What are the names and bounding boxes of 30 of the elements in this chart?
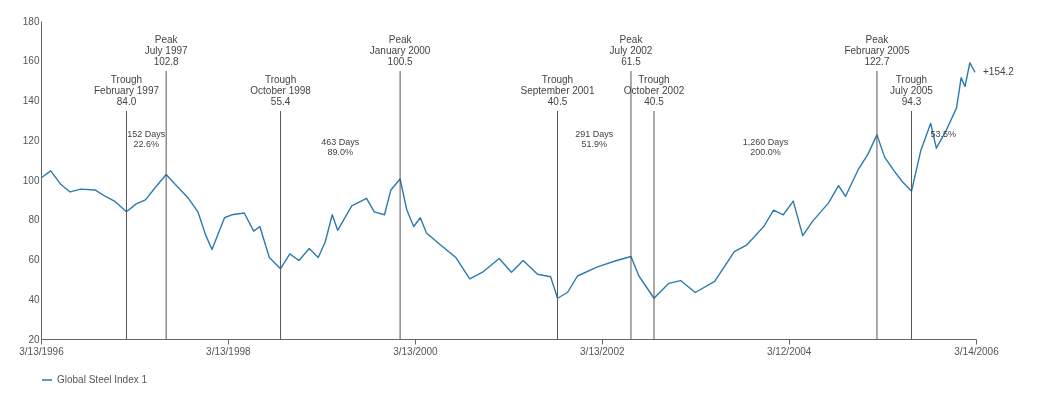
y-tick-label: 60	[28, 254, 40, 265]
y-tick-label: 140	[22, 95, 40, 106]
annotation: +154.2	[982, 66, 1015, 78]
annotation: 152 Days 22.6%	[127, 129, 166, 149]
ref-line-label: Peak July 2002 61.5	[609, 34, 653, 67]
x-tick-label: 3/14/2006	[954, 345, 1000, 357]
x-tick-label: 3/13/2000	[393, 345, 439, 357]
y-tick-label: 80	[28, 214, 40, 226]
annotation: 463 Days 89.0%	[321, 137, 360, 157]
legend-label: Global Steel Index 1	[57, 374, 148, 385]
x-tick-label: 3/13/1998	[206, 345, 252, 357]
y-tick-label: 40	[28, 293, 40, 305]
ref-line-label: Trough October 1998 55.4	[250, 74, 312, 107]
ref-line-label: Peak July 1997 102.8	[144, 34, 188, 67]
x-tick-label: 3/12/2004	[766, 345, 812, 357]
y-tick-label: 160	[22, 55, 40, 67]
ref-line-label: Peak February 2005 122.7	[844, 34, 910, 67]
ref-line-label: Peak January 2000 100.5	[369, 34, 431, 67]
ref-line-label: Trough February 1997 84.0	[93, 74, 160, 107]
y-tick-label: 120	[22, 134, 40, 146]
annotation: 291 Days 51.9%	[575, 129, 614, 149]
x-tick-label: 3/13/1996	[19, 345, 65, 357]
ref-line-label: Trough October 2002 40.5	[623, 74, 685, 107]
y-tick-label: 20	[28, 333, 40, 345]
ref-line-label: Trough September 2001 40.5	[520, 74, 595, 107]
x-tick-label: 3/13/2002	[580, 345, 625, 357]
y-tick-label: 180	[22, 15, 40, 27]
annotation: 1,260 Days 200.0%	[742, 137, 789, 157]
y-tick-label: 100	[22, 174, 40, 186]
ref-line-label: Trough July 2005 94.3	[890, 74, 934, 107]
